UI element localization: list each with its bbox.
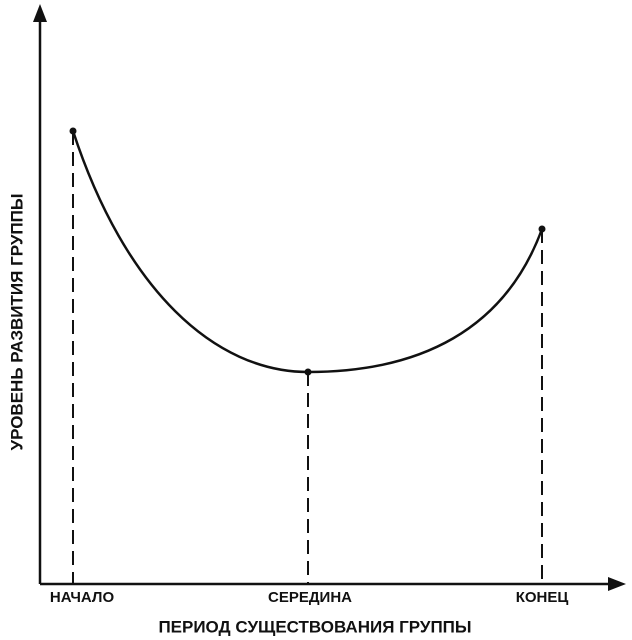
curve (71, 130, 544, 374)
stage-label: НАЧАЛО (50, 589, 115, 606)
stage-label: СЕРЕДИНА (268, 589, 352, 606)
y-arrow (33, 4, 47, 22)
point (538, 225, 546, 233)
point (304, 368, 312, 376)
y-axis-label: УРОВЕНЬ РАЗВИТИЯ ГРУППЫ (7, 194, 26, 451)
point (69, 127, 77, 135)
stage-label: КОНЕЦ (516, 589, 569, 606)
x-arrow (608, 577, 626, 591)
x-axis-label: ПЕРИОД СУЩЕСТВОВАНИЯ ГРУППЫ (158, 617, 471, 636)
